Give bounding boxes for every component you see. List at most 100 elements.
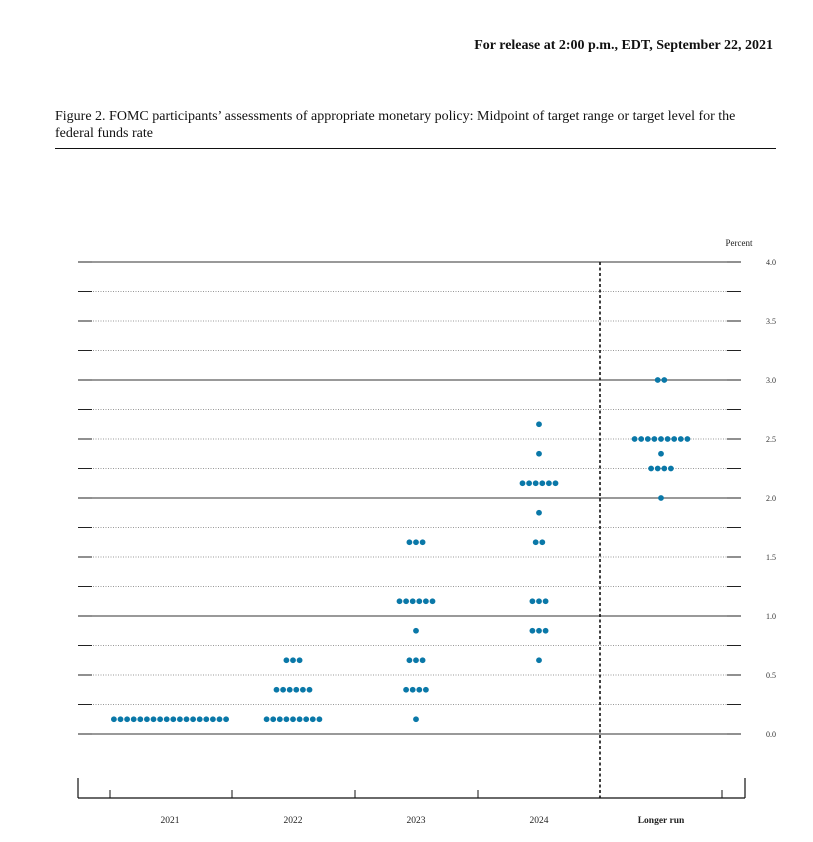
dot-point <box>144 716 150 723</box>
dot-point <box>532 539 539 546</box>
dot-point <box>542 598 549 605</box>
dot-point <box>644 436 651 442</box>
dot-point <box>631 436 638 442</box>
dot-point <box>536 627 542 634</box>
dot-point <box>280 686 286 693</box>
title-divider <box>55 148 776 149</box>
dot-point <box>309 716 316 723</box>
dot-point <box>684 436 691 442</box>
dot-point <box>416 598 423 605</box>
dot-point <box>283 716 290 723</box>
dot-point <box>536 598 542 605</box>
y-tick-label: 0.5 <box>766 671 776 680</box>
dot-point <box>419 539 426 546</box>
dot-point <box>532 480 539 487</box>
dot-point <box>423 598 429 605</box>
dot-point <box>661 465 668 472</box>
dot-point <box>270 716 277 723</box>
dot-point <box>223 716 230 723</box>
dot-point <box>403 598 409 605</box>
dot-point <box>396 598 403 605</box>
dot-point <box>296 716 303 723</box>
dot-point <box>300 686 306 693</box>
dot-point <box>536 421 542 428</box>
dot-point <box>651 436 658 442</box>
dot-point <box>536 657 542 664</box>
dot-point <box>539 480 546 487</box>
y-tick-label: 3.5 <box>766 317 776 326</box>
dot-point <box>529 598 536 605</box>
dot-point <box>654 377 661 383</box>
dot-point <box>664 436 671 442</box>
dot-point <box>661 377 668 383</box>
dot-point <box>293 686 300 693</box>
dot-point <box>286 686 293 693</box>
dot-point <box>409 598 416 605</box>
dot-point <box>210 716 216 723</box>
dot-point <box>177 716 183 723</box>
dot-point <box>150 716 157 723</box>
grid-layer <box>78 261 741 735</box>
dot-point <box>196 716 203 723</box>
dot-point <box>429 598 436 605</box>
dot-point <box>671 436 678 442</box>
x-category-label: 2022 <box>284 816 303 826</box>
dot-point <box>413 716 419 723</box>
dot-point <box>539 539 546 546</box>
dot-point <box>519 480 526 487</box>
dot-point <box>203 716 210 723</box>
y-tick-label: 0.0 <box>766 730 776 739</box>
dot-point <box>290 657 296 664</box>
dot-point <box>542 627 549 634</box>
dot-point <box>546 480 552 487</box>
dot-point <box>117 716 124 723</box>
y-tick-label: 3.0 <box>766 376 776 385</box>
dot-point <box>124 716 130 723</box>
dot-point <box>403 686 409 693</box>
dot-layer <box>111 377 691 723</box>
dot-point <box>654 465 661 472</box>
axis-layer: 0.0 0.5 1.0 1.5 2.0 2.5 3.0 3.5 4.0 2021 2022 2023 2… <box>77 258 776 826</box>
y-tick-label: 4.0 <box>766 258 776 267</box>
dot-point <box>406 539 413 546</box>
dot-point <box>416 686 423 693</box>
dot-point <box>216 716 223 723</box>
dot-point <box>190 716 197 723</box>
dot-point <box>648 465 654 472</box>
dot-point <box>406 657 413 664</box>
release-date-text: For release at 2:00 p.m., EDT, September… <box>474 38 773 53</box>
dot-point <box>536 509 542 516</box>
dot-point <box>668 465 674 472</box>
dot-point <box>413 539 419 546</box>
dot-point <box>163 716 170 723</box>
dot-point <box>157 716 164 723</box>
x-category-label: 2021 <box>161 816 180 826</box>
dot-point <box>183 716 190 723</box>
dot-point <box>276 716 283 723</box>
x-category-label: Longer run <box>638 816 685 826</box>
dot-point <box>316 716 323 723</box>
dot-point <box>529 627 536 634</box>
dot-point <box>638 436 645 442</box>
x-category-label: 2024 <box>530 816 549 826</box>
dot-point <box>263 716 270 723</box>
dot-point <box>283 657 290 664</box>
dot-point <box>137 716 144 723</box>
dot-point <box>658 436 664 442</box>
y-tick-label: 1.5 <box>766 553 776 562</box>
dot-point <box>111 716 117 723</box>
dot-point <box>536 450 542 457</box>
dot-point <box>130 716 137 723</box>
y-tick-label: 1.0 <box>766 612 776 621</box>
dot-point <box>526 480 532 487</box>
dot-point <box>306 686 313 693</box>
dot-point <box>413 627 419 634</box>
dot-point <box>296 657 303 664</box>
dot-point <box>170 716 177 723</box>
dot-point <box>552 480 559 487</box>
dot-point <box>303 716 310 723</box>
dot-point <box>658 450 664 457</box>
dot-point <box>419 657 426 664</box>
dot-point <box>658 495 664 501</box>
